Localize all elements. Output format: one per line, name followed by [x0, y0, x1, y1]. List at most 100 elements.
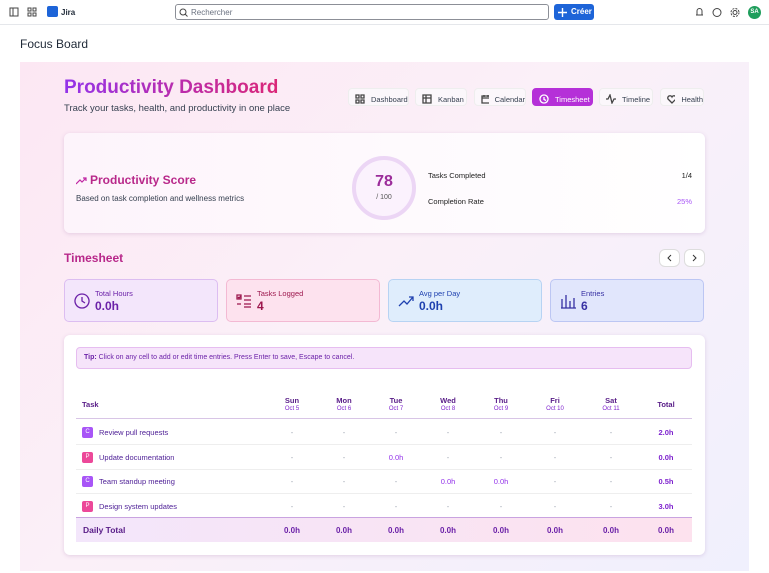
time-cell[interactable]: -: [342, 501, 346, 511]
row-total: 0.5h: [658, 477, 674, 486]
score-ring: [352, 156, 416, 220]
next-week[interactable]: [684, 249, 705, 267]
tab-label[interactable]: Timesheet: [555, 94, 590, 104]
time-cell[interactable]: -: [342, 428, 346, 437]
score-card: Productivity Score Based on task complet…: [64, 133, 705, 233]
daily-total: 0.0h: [283, 526, 300, 535]
stat-value: 0.0h: [419, 299, 444, 313]
create-button[interactable]: Créer: [554, 4, 594, 20]
task-name[interactable]: Team standup meeting: [99, 477, 175, 486]
time-cell[interactable]: -: [342, 477, 346, 486]
stat-label: Total Hours: [95, 289, 133, 298]
time-cell[interactable]: -: [446, 428, 450, 437]
tab[interactable]: Health: [660, 88, 704, 106]
tab[interactable]: Timesheet: [532, 88, 593, 106]
time-cell[interactable]: -: [553, 501, 557, 511]
date-header: Oct 10: [546, 406, 564, 412]
row-total: 2.0h: [658, 428, 674, 437]
time-cell[interactable]: -: [609, 477, 613, 486]
row-line: [76, 468, 692, 470]
task-header: Task: [82, 400, 99, 409]
prev-week[interactable]: [659, 249, 680, 267]
time-cell[interactable]: 0.0h: [493, 477, 509, 486]
action-icons[interactable]: [694, 7, 742, 18]
tab-label[interactable]: Timeline: [622, 94, 651, 104]
icon: [667, 95, 676, 104]
day-header: Tue: [389, 396, 403, 405]
time-cell[interactable]: -: [290, 477, 294, 486]
score-max: / 100: [376, 194, 392, 201]
tab-label[interactable]: Calendar: [494, 94, 525, 104]
tab-label[interactable]: Kanban: [438, 94, 464, 104]
time-cell[interactable]: -: [394, 428, 398, 437]
grand-total: 0.0h: [657, 526, 674, 535]
time-cell[interactable]: -: [290, 501, 294, 511]
task-badge: C: [82, 427, 93, 438]
day-header: Wed: [440, 396, 456, 405]
stat-label: Entries: [581, 289, 605, 298]
time-cell[interactable]: -: [609, 501, 613, 511]
day-header: Fri: [550, 396, 560, 405]
prev-icon: [667, 254, 672, 262]
time-cell[interactable]: -: [499, 428, 503, 437]
task-name[interactable]: Update documentation: [99, 452, 175, 462]
day-header: Sat: [605, 396, 617, 405]
time-cell[interactable]: -: [446, 452, 450, 462]
task-badge: P: [82, 500, 93, 512]
time-cell[interactable]: 0.0h: [388, 452, 404, 462]
time-cell[interactable]: -: [290, 428, 294, 437]
icon: [422, 94, 432, 104]
row-line: [76, 444, 692, 445]
tab-label[interactable]: Dashboard: [371, 94, 408, 104]
score-subtitle: Based on task completion and wellness me…: [76, 194, 245, 203]
stat-value: 4: [257, 299, 264, 313]
top-bar: Jira Rechercher Créer SA: [0, 0, 769, 25]
search-box[interactable]: Rechercher: [175, 4, 549, 20]
daily-total: 0.0h: [335, 526, 352, 535]
date-header: Oct 11: [602, 406, 620, 412]
jira-logo[interactable]: [47, 6, 58, 17]
tab[interactable]: Kanban: [415, 88, 467, 106]
time-cell[interactable]: 0.0h: [440, 477, 456, 486]
dashboard-subtitle: Track your tasks, health, and productivi…: [64, 103, 291, 114]
tab-label[interactable]: Health: [681, 94, 703, 104]
task-name[interactable]: Review pull requests: [99, 428, 169, 437]
daily-total: 0.0h: [492, 526, 509, 535]
tip-label: Tip:: [84, 354, 97, 361]
score-value: 78: [375, 173, 393, 190]
time-cell[interactable]: -: [553, 428, 557, 437]
table-header-bg: [76, 385, 692, 419]
time-cell[interactable]: -: [609, 452, 613, 462]
metric-label: Completion Rate: [428, 197, 484, 206]
daily-total: 0.0h: [546, 526, 563, 535]
task-name[interactable]: Design system updates: [99, 501, 177, 511]
time-cell[interactable]: -: [446, 501, 450, 511]
time-cell[interactable]: -: [394, 501, 398, 511]
tab[interactable]: Dashboard: [348, 88, 409, 106]
row-total: 0.0h: [658, 452, 674, 462]
nav-icons[interactable]: [9, 7, 43, 18]
search-icon: [179, 8, 188, 17]
app-name[interactable]: Jira: [61, 8, 76, 17]
avatar[interactable]: SA: [748, 6, 761, 19]
tab[interactable]: Calendar: [474, 88, 526, 106]
time-cell[interactable]: -: [499, 501, 503, 511]
time-cell[interactable]: -: [553, 452, 557, 462]
footer-label: Daily Total: [83, 525, 126, 535]
date-header: Oct 6: [336, 406, 352, 412]
daily-total: 0.0h: [602, 526, 619, 535]
time-cell[interactable]: -: [609, 428, 613, 437]
icon: [539, 94, 549, 104]
footer-bg: [76, 517, 692, 542]
time-cell[interactable]: -: [290, 452, 294, 462]
tab[interactable]: Timeline: [599, 88, 653, 106]
metric-value: 1/4: [681, 171, 692, 180]
time-cell[interactable]: -: [499, 452, 503, 462]
time-cell[interactable]: -: [553, 477, 557, 486]
day-header: Thu: [494, 396, 508, 405]
score-title: Productivity Score: [90, 173, 197, 187]
trend-icon: [76, 177, 87, 185]
time-cell[interactable]: -: [394, 477, 398, 486]
time-cell[interactable]: -: [342, 452, 346, 462]
stat-card: Total Hours 0.0h: [64, 279, 218, 322]
